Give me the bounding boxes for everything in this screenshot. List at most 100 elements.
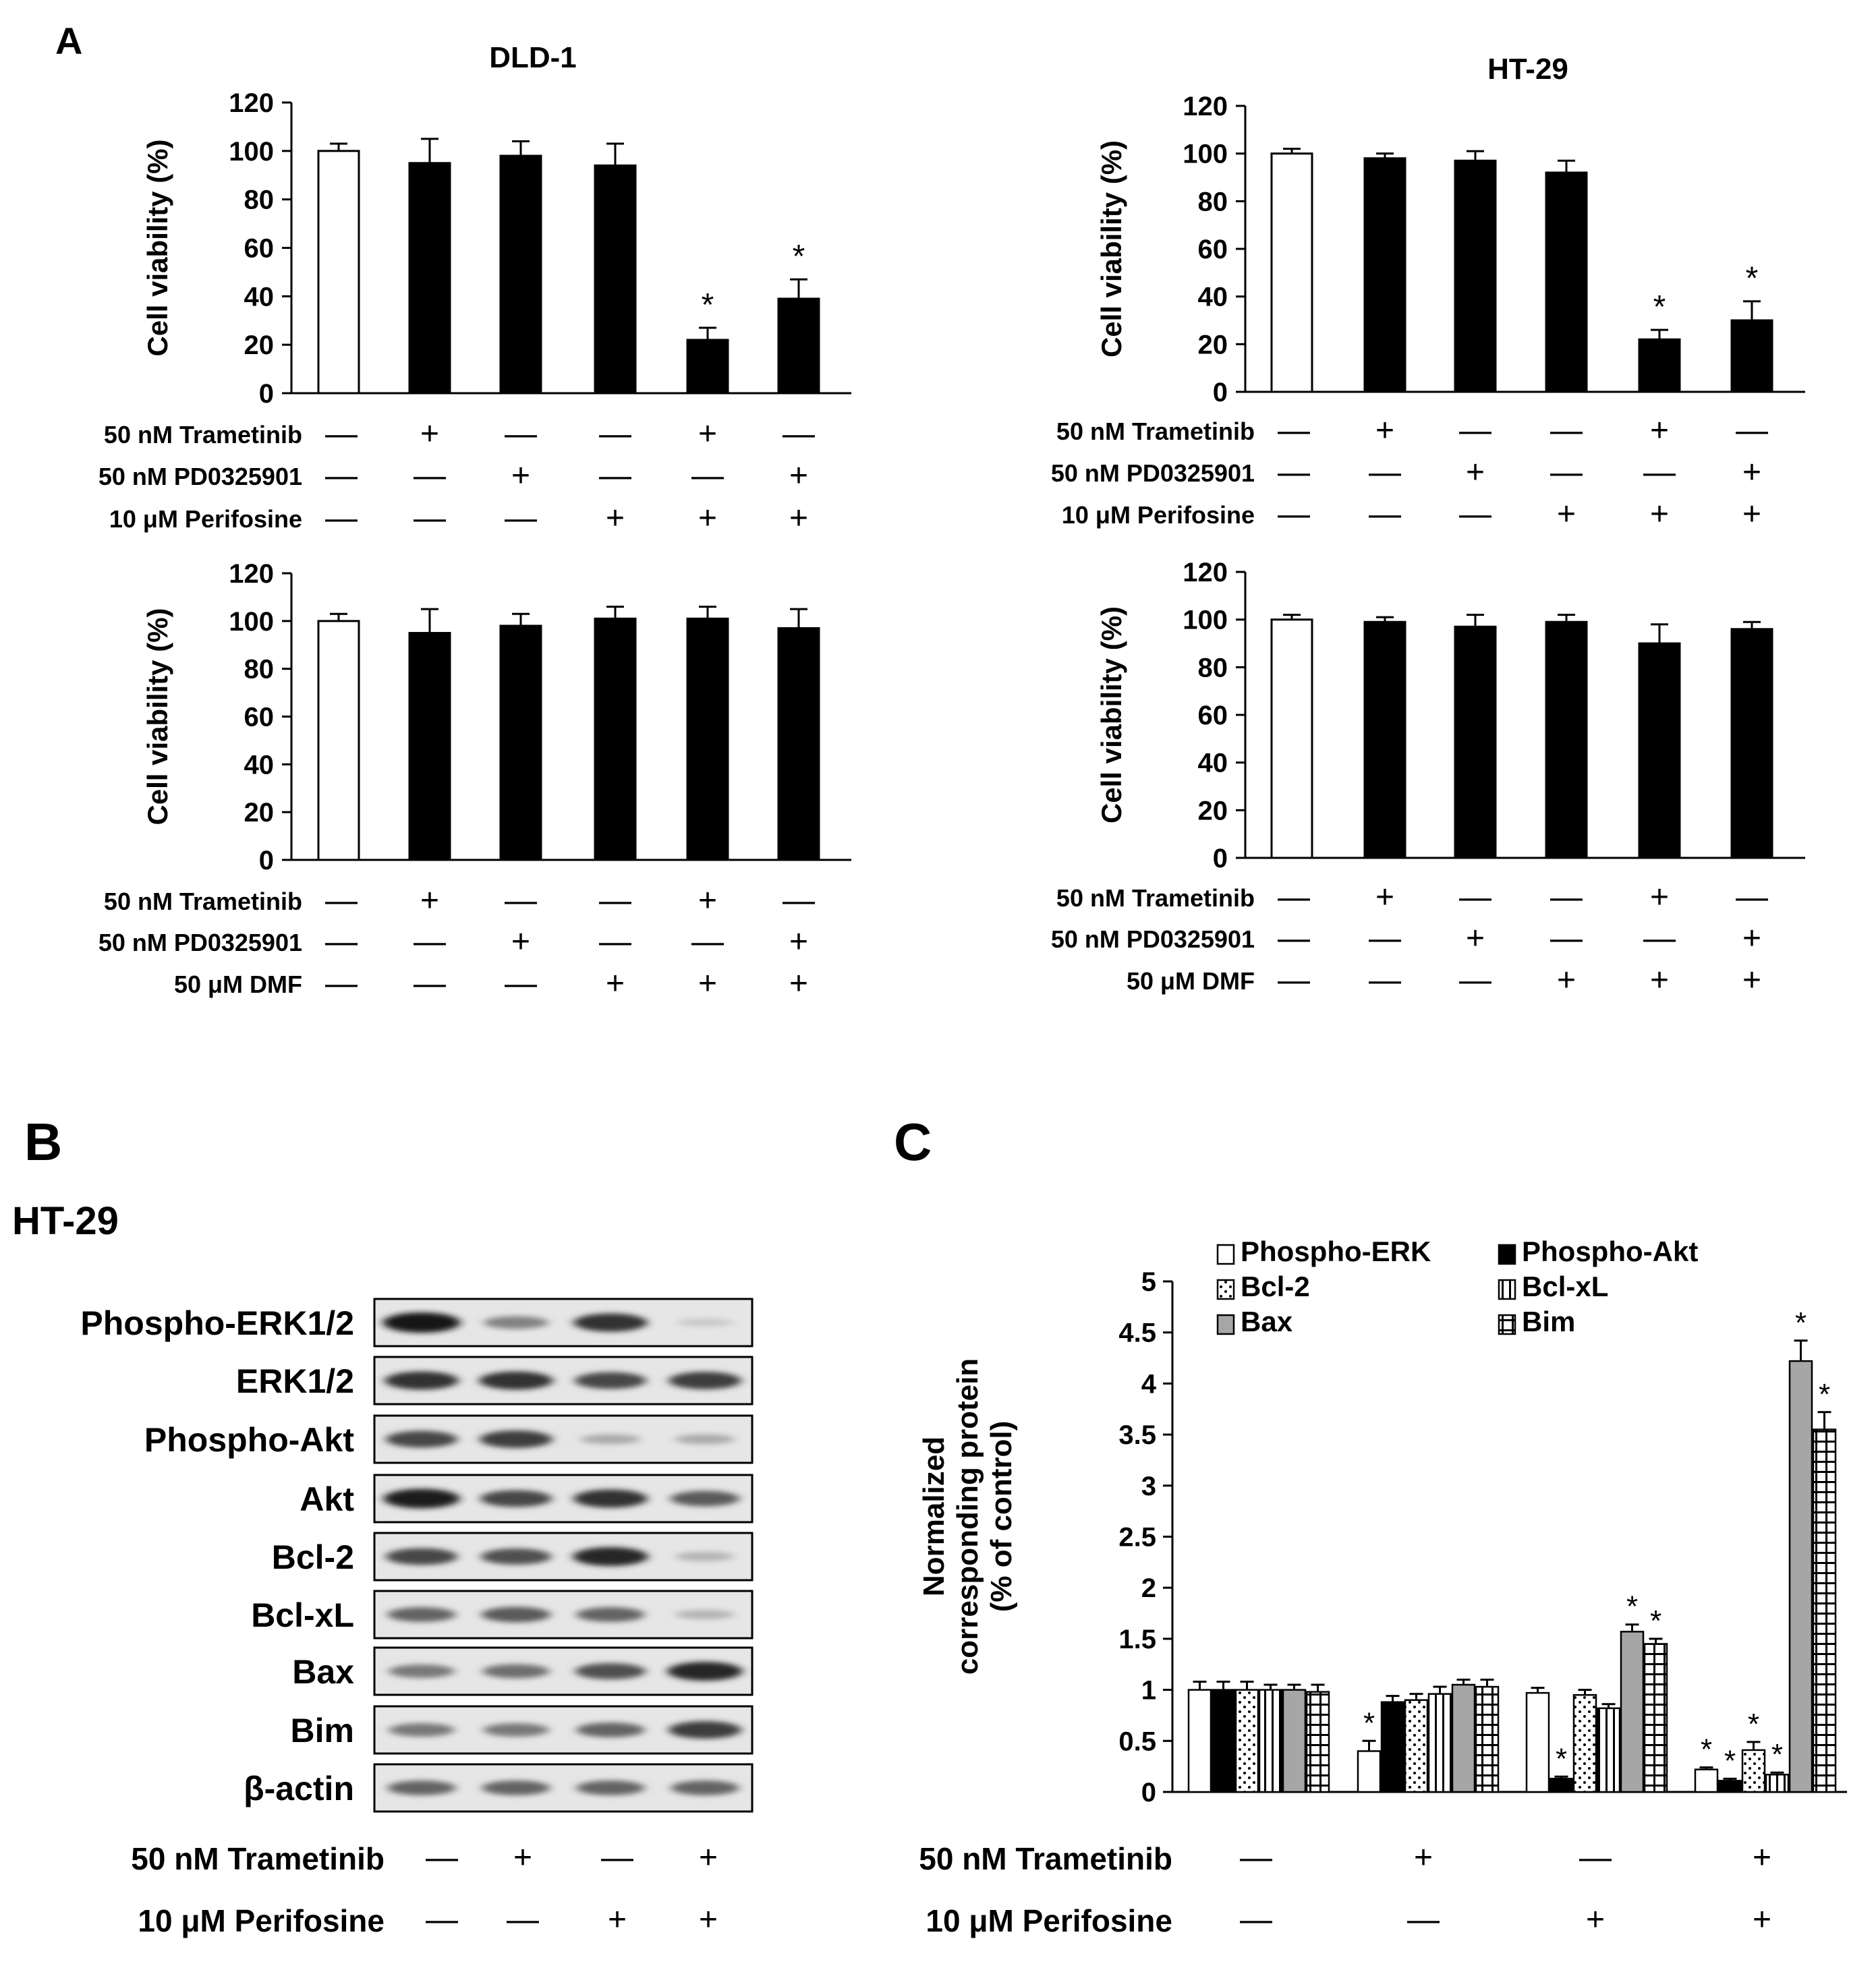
blot-band bbox=[385, 1430, 458, 1448]
condition-sign: — bbox=[1278, 455, 1310, 490]
blot-condition-sign: — bbox=[601, 1840, 633, 1876]
condition-sign: — bbox=[325, 883, 358, 919]
blot-condition-sign: + bbox=[513, 1840, 532, 1876]
bar bbox=[499, 625, 542, 861]
condition-sign: + bbox=[1742, 962, 1761, 998]
condition-sign: — bbox=[1369, 921, 1401, 956]
blot-band bbox=[576, 1607, 645, 1622]
blot-band bbox=[481, 1606, 551, 1623]
significance-mark: * bbox=[1556, 1742, 1567, 1775]
bar bbox=[1427, 1693, 1452, 1793]
legend-label: Bcl-2 bbox=[1241, 1271, 1310, 1302]
bar bbox=[1812, 1428, 1837, 1793]
legend-swatch bbox=[1216, 1279, 1235, 1300]
condition-sign: — bbox=[325, 416, 358, 452]
condition-sign: + bbox=[1650, 413, 1669, 448]
condition-sign: — bbox=[599, 458, 631, 494]
bar bbox=[1638, 642, 1681, 859]
bar bbox=[1234, 1689, 1259, 1793]
bar bbox=[1596, 1707, 1621, 1793]
significance-mark: * bbox=[1650, 1604, 1661, 1638]
condition-sign: + bbox=[1753, 1902, 1771, 1938]
blot-band bbox=[677, 1319, 733, 1327]
y-axis-label: Cell viability (%) bbox=[142, 608, 173, 825]
bar bbox=[594, 617, 637, 861]
blot-band bbox=[389, 1664, 455, 1678]
legend-label: Bax bbox=[1241, 1306, 1293, 1337]
condition-sign: — bbox=[1278, 962, 1310, 998]
bar bbox=[1270, 152, 1313, 393]
condition-sign: — bbox=[1550, 455, 1583, 490]
condition-sign: — bbox=[599, 883, 631, 919]
condition-sign: + bbox=[420, 416, 439, 452]
y-tick-label: 80 bbox=[1198, 653, 1228, 683]
condition-label: 50 nM Trametinib bbox=[919, 1841, 1172, 1876]
condition-sign: — bbox=[1459, 879, 1491, 915]
condition-sign: — bbox=[325, 966, 358, 1002]
condition-sign: — bbox=[1369, 455, 1401, 490]
blot-band bbox=[389, 1723, 455, 1737]
blot-condition-sign: — bbox=[426, 1902, 458, 1938]
blot-row-label: Bcl-xL bbox=[251, 1596, 354, 1634]
condition-sign: — bbox=[1278, 879, 1310, 915]
significance-mark: * bbox=[1819, 1378, 1830, 1411]
condition-sign: + bbox=[789, 966, 808, 1002]
blot-row-label: Bax bbox=[292, 1653, 354, 1691]
chart-dld1-perifosine: DLD-1 0 20 40 60 80 100 120 Cell viability (%) * *… bbox=[98, 41, 851, 536]
chart-dld1-dmf: 0 20 40 60 80 100 120 Cell viability (%) 50 nM T… bbox=[98, 559, 851, 1002]
western-blot: HT-29 Phospho-ERK1/2 ERK1/2 Phospho-Akt Akt B… bbox=[12, 1199, 754, 1938]
blot-band bbox=[382, 1312, 461, 1333]
bar bbox=[499, 154, 542, 395]
blot-row-label: Phospho-Akt bbox=[144, 1421, 354, 1459]
blot-cell-line: HT-29 bbox=[12, 1199, 119, 1243]
condition-sign: + bbox=[1586, 1902, 1605, 1938]
condition-sign: + bbox=[606, 500, 625, 536]
y-axis-label: Normalizedcorresponding protein(% of con… bbox=[917, 1358, 1018, 1675]
condition-sign: — bbox=[414, 966, 446, 1002]
blot-band bbox=[387, 1607, 456, 1622]
condition-sign: — bbox=[599, 924, 631, 960]
bar bbox=[1643, 1643, 1668, 1793]
blot-band bbox=[385, 1548, 458, 1565]
blot-band bbox=[383, 1488, 460, 1509]
significance-mark: * bbox=[1748, 1708, 1759, 1741]
condition-sign: — bbox=[1278, 496, 1310, 532]
blot-band bbox=[480, 1548, 552, 1565]
blot-condition-label: 10 μM Perifosine bbox=[138, 1903, 385, 1938]
blot-band bbox=[479, 1371, 553, 1390]
y-tick-label: 20 bbox=[244, 798, 275, 828]
legend-swatch bbox=[1216, 1244, 1235, 1265]
y-tick-label: 120 bbox=[1183, 92, 1228, 121]
chart-normalized-protein: 0 0.5 1 1.5 2 2.5 3 3.5 4 4.5 5 Normalizedcorrespon… bbox=[917, 1236, 1847, 1938]
condition-sign: — bbox=[505, 500, 537, 536]
y-tick-label: 80 bbox=[1198, 187, 1228, 216]
y-tick-label: 100 bbox=[229, 137, 274, 167]
y-tick-label: 0 bbox=[1213, 844, 1228, 873]
condition-sign: + bbox=[511, 458, 530, 494]
y-tick-label: 0.5 bbox=[1118, 1727, 1156, 1756]
y-tick-label: 0 bbox=[259, 379, 274, 409]
y-tick-label: 120 bbox=[229, 559, 274, 589]
condition-sign: — bbox=[414, 458, 446, 494]
y-tick-label: 80 bbox=[244, 655, 275, 685]
y-tick-label: 40 bbox=[1198, 283, 1228, 312]
condition-sign: — bbox=[505, 416, 537, 452]
significance-mark: * bbox=[1724, 1744, 1736, 1777]
condition-sign: — bbox=[1240, 1902, 1272, 1938]
blot-band bbox=[573, 1313, 648, 1332]
y-axis-label: Cell viability (%) bbox=[1096, 606, 1127, 823]
y-tick-label: 40 bbox=[244, 750, 275, 780]
blot-row-label: Bcl-2 bbox=[272, 1538, 354, 1576]
condition-label: 10 μM Perifosine bbox=[926, 1903, 1172, 1938]
chart-ht29-dmf: 0 20 40 60 80 100 120 Cell viability (%) 50 nM T… bbox=[1051, 558, 1805, 998]
condition-sign: + bbox=[1650, 879, 1669, 915]
blot-condition-sign: + bbox=[699, 1902, 718, 1938]
condition-sign: + bbox=[1753, 1840, 1771, 1876]
blot-band bbox=[668, 1721, 742, 1739]
condition-sign: — bbox=[1643, 455, 1676, 490]
condition-sign: + bbox=[698, 966, 717, 1002]
y-tick-label: 120 bbox=[229, 88, 274, 118]
condition-sign: — bbox=[414, 500, 446, 536]
legend-swatch bbox=[1498, 1244, 1516, 1265]
condition-sign: — bbox=[1459, 413, 1491, 448]
